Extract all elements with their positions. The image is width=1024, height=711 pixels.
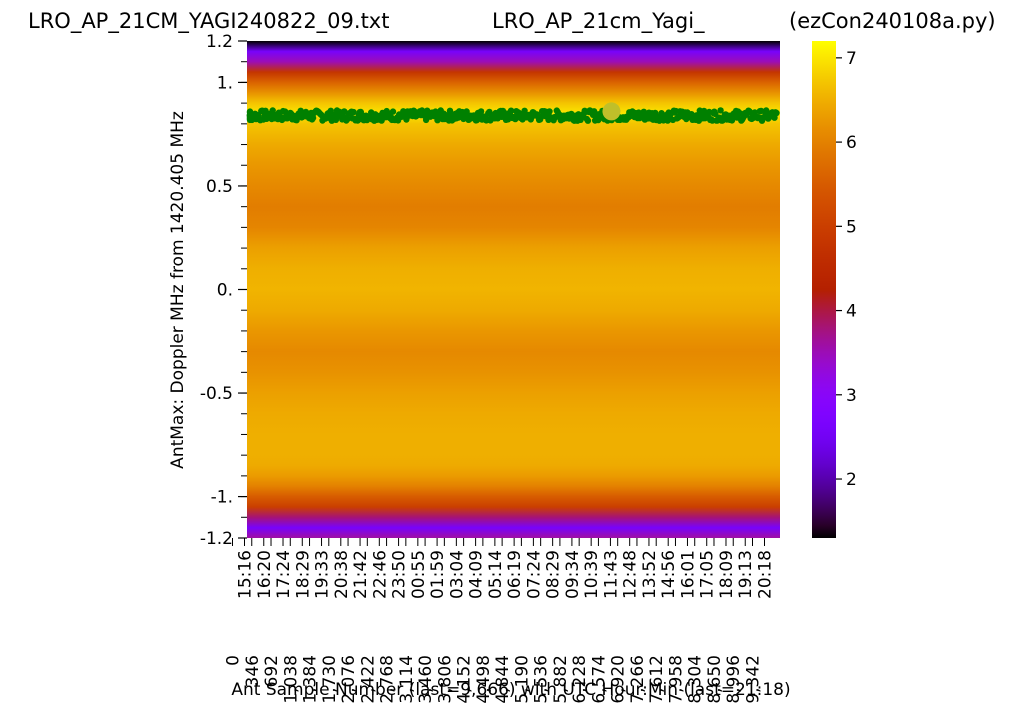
x-tick-label-sample: 4,498 bbox=[474, 655, 494, 704]
x-tick-label-time: 12:48 bbox=[621, 550, 641, 599]
x-tick-label-time: 21:42 bbox=[351, 550, 371, 599]
scatter-point bbox=[309, 114, 317, 122]
x-tick-label-sample: 3,460 bbox=[416, 655, 436, 704]
x-tick-label-sample: 1,384 bbox=[301, 655, 321, 704]
x-tick-label-sample: 1,730 bbox=[320, 655, 340, 704]
x-tick-label-time: 14:56 bbox=[659, 550, 679, 599]
colorbar-gradient bbox=[812, 41, 836, 538]
x-axis-label: Ant Sample Number (last=9,666) with UTC … bbox=[231, 680, 790, 700]
scatter-point bbox=[712, 110, 719, 118]
title-antenna: LRO_AP_21cm_Yagi_ bbox=[492, 9, 705, 33]
x-tick-label-sample: 6,920 bbox=[609, 655, 629, 704]
x-tick-label-time: 18:09 bbox=[717, 550, 737, 599]
x-tick-label-time: 03:04 bbox=[447, 550, 467, 599]
x-tick-label-time: 06:19 bbox=[505, 550, 525, 599]
x-tick-label-sample: 2,422 bbox=[358, 655, 378, 704]
x-tick-label-time: 16:20 bbox=[255, 550, 275, 599]
scatter-point bbox=[350, 108, 357, 116]
green-scatter-series bbox=[246, 107, 780, 124]
x-tick-label-sample: 2,076 bbox=[339, 655, 359, 704]
colorbar-tick-label: 5 bbox=[846, 217, 857, 237]
x-tick-label-time: 10:39 bbox=[582, 550, 602, 599]
x-tick-label-time: 00:55 bbox=[409, 550, 429, 599]
y-tick-label: -0.5 bbox=[200, 384, 233, 404]
x-tick-label-sample: 6,574 bbox=[589, 655, 609, 704]
x-tick-label-time: 04:09 bbox=[467, 550, 487, 599]
x-tick-label-time: 11:43 bbox=[601, 550, 621, 599]
scatter-point bbox=[269, 107, 276, 114]
x-tick-label-time: 15:16 bbox=[236, 550, 256, 599]
x-tick-label-time: 05:14 bbox=[486, 550, 506, 599]
x-tick-label-sample: 5,536 bbox=[532, 655, 552, 704]
x-tick-label-time: 01:59 bbox=[428, 550, 448, 599]
x-tick-label-sample: 3,806 bbox=[435, 655, 455, 704]
x-tick-label-sample: 0 bbox=[224, 655, 244, 666]
colorbar-tick-label: 6 bbox=[846, 133, 857, 153]
x-tick-label-sample: 8,650 bbox=[705, 655, 725, 704]
title-filename: LRO_AP_21CM_YAGI240822_09.txt bbox=[28, 9, 390, 33]
scatter-point bbox=[773, 109, 780, 117]
x-tick-label-time: 16:01 bbox=[678, 550, 698, 599]
x-tick-label-time: 23:50 bbox=[390, 550, 410, 599]
scatter-point bbox=[507, 107, 515, 114]
x-tick-label-time: 08:29 bbox=[544, 550, 564, 599]
x-tick-label-sample: 4,152 bbox=[455, 655, 475, 704]
scatter-point bbox=[512, 115, 519, 123]
y-tick-label: 0. bbox=[217, 281, 233, 301]
x-tick-label-sample: 2,768 bbox=[378, 655, 398, 704]
scatter-point bbox=[344, 115, 351, 123]
colorbar-tick-label: 4 bbox=[846, 302, 857, 322]
x-tick-label-sample: 4,844 bbox=[493, 655, 513, 704]
x-tick-label-sample: 3,114 bbox=[397, 655, 417, 704]
x-tick-label-sample: 7,612 bbox=[647, 655, 667, 704]
x-tick-label-sample: 692 bbox=[262, 655, 282, 687]
x-tick-label-sample: 7,958 bbox=[666, 655, 686, 704]
scatter-point bbox=[297, 107, 304, 115]
x-tick-label-sample: 6,228 bbox=[570, 655, 590, 704]
y-axis: 1.2 1. 0.5 0. -0.5 -1. -1.2 bbox=[200, 32, 247, 549]
scatter-point bbox=[584, 117, 592, 124]
scatter-point bbox=[477, 108, 485, 115]
y-tick-label: -1. bbox=[211, 488, 233, 508]
x-tick-label-sample: 8,996 bbox=[724, 655, 744, 704]
title-script: (ezCon240108a.py) bbox=[789, 9, 996, 33]
x-axis: 0 15:16 346 16:20 692 17:24 1,038 18:29 1,384 19:… bbox=[224, 538, 776, 704]
x-tick-label-sample: 7,266 bbox=[628, 655, 648, 704]
colorbar-tick-label: 2 bbox=[846, 470, 857, 490]
y-tick-label: 1. bbox=[217, 73, 233, 93]
y-tick-label: 1.2 bbox=[206, 32, 233, 52]
x-tick-label-time: 20:18 bbox=[756, 550, 776, 599]
scatter-point bbox=[389, 108, 397, 115]
colorbar-tick-label: 7 bbox=[846, 49, 857, 69]
x-tick-label-time: 17:05 bbox=[698, 550, 718, 599]
colorbar: 2 3 4 5 6 7 bbox=[812, 41, 857, 538]
x-tick-label-time: 13:52 bbox=[640, 550, 660, 599]
scatter-point bbox=[717, 107, 724, 114]
x-tick-label-time: 09:34 bbox=[563, 550, 583, 599]
y-axis-label: AntMax: Doppler MHz from 1420.405 MHz bbox=[168, 111, 188, 469]
y-tick-label: 0.5 bbox=[206, 177, 233, 197]
x-tick-label-sample: 5,190 bbox=[512, 655, 532, 704]
x-tick-label-time: 22:46 bbox=[370, 550, 390, 599]
y-tick-label: -1.2 bbox=[200, 529, 233, 549]
x-tick-label-time: 20:38 bbox=[332, 550, 352, 599]
heatmap-plot-area bbox=[246, 41, 780, 538]
scatter-point bbox=[728, 117, 736, 124]
x-tick-label-time: 19:33 bbox=[313, 550, 333, 599]
scatter-point bbox=[546, 108, 553, 115]
x-tick-label-sample: 1,038 bbox=[281, 655, 301, 704]
x-tick-label-time: 07:24 bbox=[524, 550, 544, 599]
x-tick-label-time: 19:13 bbox=[736, 550, 756, 599]
max-marker bbox=[602, 102, 621, 121]
x-tick-label-sample: 9,342 bbox=[744, 655, 764, 704]
x-tick-label-sample: 8,304 bbox=[686, 655, 706, 704]
x-tick-label-sample: 346 bbox=[243, 655, 263, 687]
x-tick-label-time: 17:24 bbox=[274, 550, 294, 599]
colorbar-tick-label: 3 bbox=[846, 386, 857, 406]
heatmap bbox=[247, 41, 780, 538]
x-tick-label-sample: 5,882 bbox=[551, 655, 571, 704]
x-tick-label-time: 18:29 bbox=[293, 550, 313, 599]
